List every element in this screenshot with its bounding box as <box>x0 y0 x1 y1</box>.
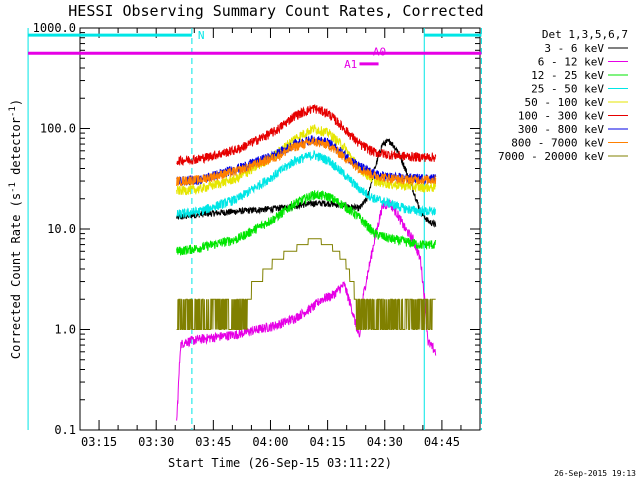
series-line-8 <box>176 238 436 330</box>
series-line-1 <box>176 199 437 421</box>
y-tick-label: 0.1 <box>54 423 76 437</box>
x-tick-label: 04:15 <box>310 435 346 449</box>
legend-entry-label: 7000 - 20000 keV <box>498 150 604 163</box>
x-tick-label: 04:45 <box>424 435 460 449</box>
legend-title: Det 1,3,5,6,7 <box>542 28 628 41</box>
x-axis-label: Start Time (26-Sep-15 03:11:22) <box>168 456 392 470</box>
timestamp: 26-Sep-2015 19:13 <box>554 469 636 478</box>
series-line-2 <box>176 189 437 256</box>
annotation-label-n: N <box>198 29 205 42</box>
legend-entry-label: 800 - 7000 keV <box>511 137 604 150</box>
x-tick-label: 03:15 <box>81 435 117 449</box>
y-axis-label-superscript: -1 <box>8 182 18 193</box>
legend-entry-label: 6 - 12 keV <box>538 56 605 69</box>
x-tick-label: 04:30 <box>367 435 403 449</box>
series-line-7 <box>176 137 437 187</box>
series-line-3 <box>176 149 436 219</box>
annotation-label-a0: A0 <box>373 45 386 58</box>
y-axis-label-superscript: -1 <box>8 106 18 117</box>
series-line-0 <box>176 138 437 228</box>
y-axis-label-part: ) <box>9 99 23 106</box>
legend-entry-label: 100 - 300 keV <box>518 110 604 123</box>
series-line-5 <box>176 104 437 166</box>
y-tick-label: 100.0 <box>40 122 76 136</box>
y-tick-label: 10.0 <box>47 222 76 236</box>
series-group <box>176 104 437 421</box>
y-tick-label: 1000.0 <box>33 21 76 35</box>
y-axis-label-text: Corrected Count Rate (s-1 detector-1) <box>8 99 23 359</box>
y-axis-label-part: Corrected Count Rate (s <box>9 193 23 359</box>
legend-entry-label: 12 - 25 keV <box>531 69 604 82</box>
y-axis-label-part: detector <box>9 117 23 182</box>
y-tick-label: 1.0 <box>54 323 76 337</box>
plot-frame <box>79 27 481 431</box>
x-tick-label: 04:00 <box>252 435 288 449</box>
annotation-label-a1: A1 <box>344 58 357 71</box>
legend-entry-label: 3 - 6 keV <box>544 42 604 55</box>
legend-entry-label: 300 - 800 keV <box>518 123 604 136</box>
plot-area: 0.1 1.0 10.0 100.0 1000.0 03:15 03:30 03:45 04:0… <box>27 21 482 449</box>
x-tick-label: 03:30 <box>138 435 174 449</box>
chart-title: HESSI Observing Summary Count Rates, Cor… <box>68 2 483 20</box>
legend-entry-label: 50 - 100 keV <box>525 96 605 109</box>
series-line-4 <box>176 124 437 196</box>
y-axis-label: Corrected Count Rate (s-1 detector-1) <box>8 99 23 359</box>
legend-entry-label: 25 - 50 keV <box>531 83 604 96</box>
x-tick-label: 03:45 <box>195 435 231 449</box>
